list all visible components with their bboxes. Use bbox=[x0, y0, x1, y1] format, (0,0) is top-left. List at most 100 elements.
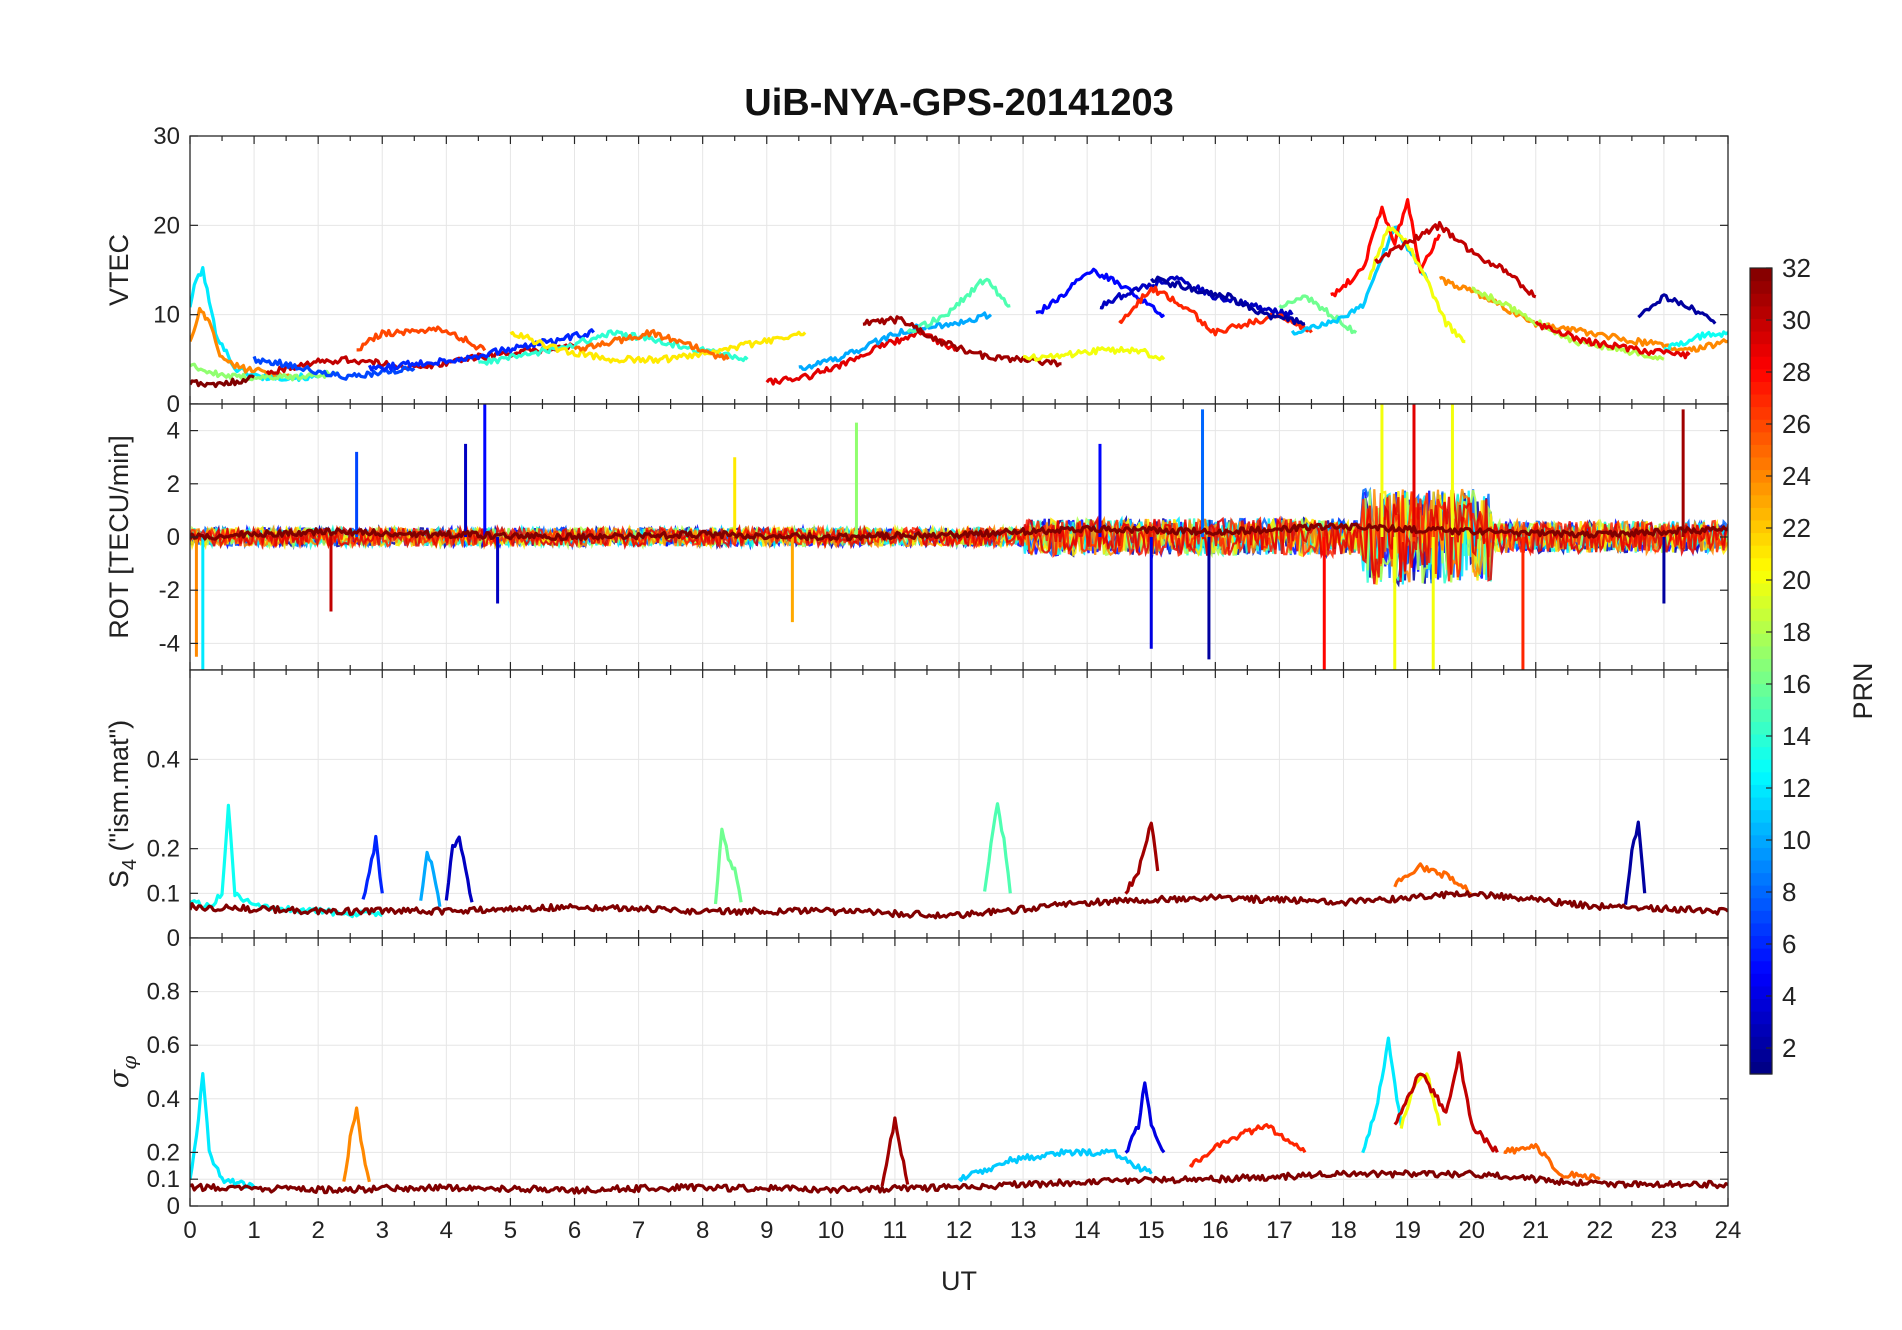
y-tick-label: -4 bbox=[159, 630, 180, 657]
series-line-prn-20 bbox=[1023, 345, 1166, 362]
series-line-prn-20 bbox=[1399, 1072, 1442, 1129]
colorbar-segment bbox=[1750, 381, 1772, 395]
colorbar-segment bbox=[1750, 356, 1772, 370]
panel-vtec: 0 10 20 30 VTEC bbox=[104, 123, 1729, 418]
colorbar-segment bbox=[1750, 608, 1772, 622]
colorbar-segment bbox=[1750, 897, 1772, 911]
colorbar-segment bbox=[1750, 330, 1772, 345]
y-axis-label: σφ bbox=[104, 1056, 141, 1088]
y-axis-label: VTEC bbox=[104, 234, 134, 306]
colorbar-segment bbox=[1750, 809, 1772, 823]
colorbar-tick-label: 14 bbox=[1782, 721, 1811, 751]
x-tick-label: 14 bbox=[1074, 1217, 1101, 1244]
series-line-prn-12 bbox=[190, 1072, 256, 1189]
y-axis-label: ROT [TECU/min] bbox=[104, 435, 134, 639]
colorbar-segment bbox=[1750, 532, 1772, 546]
x-tick-label: 15 bbox=[1138, 1217, 1165, 1244]
series-line-prn-31 bbox=[1124, 821, 1160, 895]
y-tick-label: 0.1 bbox=[147, 1166, 180, 1193]
x-tick-label: 7 bbox=[632, 1217, 645, 1244]
colorbar-segment bbox=[1750, 368, 1772, 382]
series-line-prn-32 bbox=[190, 374, 255, 389]
series-line-prn-32 bbox=[190, 890, 1728, 920]
y-tick-label: 0.4 bbox=[147, 746, 180, 773]
series-line-prn-15 bbox=[983, 802, 1012, 894]
colorbar-segment bbox=[1750, 305, 1772, 319]
colorbar-segment bbox=[1750, 280, 1772, 294]
y-tick-label: 10 bbox=[153, 302, 180, 329]
y-tick-label: -2 bbox=[159, 577, 180, 604]
colorbar-label: PRN bbox=[1848, 662, 1878, 719]
x-tick-label: 21 bbox=[1522, 1217, 1549, 1244]
series-group bbox=[190, 1036, 1728, 1195]
colorbar-segment bbox=[1750, 759, 1772, 773]
series-line-prn-21 bbox=[509, 330, 807, 364]
colorbar-segment bbox=[1750, 444, 1772, 458]
series-line-prn-14 bbox=[478, 329, 749, 366]
x-tick-label: 19 bbox=[1394, 1217, 1421, 1244]
colorbar-segment bbox=[1750, 671, 1772, 685]
colorbar-segment bbox=[1750, 822, 1772, 836]
colorbar-segment bbox=[1750, 998, 1772, 1012]
colorbar-tick-label: 30 bbox=[1782, 305, 1811, 335]
colorbar-segment bbox=[1750, 696, 1772, 710]
colorbar-segment bbox=[1750, 746, 1772, 760]
rot-trace-prn-29 bbox=[190, 492, 1728, 585]
colorbar-segment bbox=[1750, 293, 1772, 307]
y-tick-label: 30 bbox=[153, 123, 180, 150]
colorbar-segment bbox=[1750, 318, 1772, 332]
series-line-prn-12 bbox=[1361, 1036, 1403, 1154]
y-tick-label: 0.1 bbox=[147, 880, 180, 907]
colorbar-tick-label: 4 bbox=[1782, 981, 1796, 1011]
colorbar-segment bbox=[1750, 393, 1772, 408]
y-tick-label: 0 bbox=[167, 925, 180, 952]
panel-rot: -4 -2 0 2 4 ROT [TECU/min] bbox=[104, 403, 1729, 671]
colorbar-segment bbox=[1750, 268, 1772, 282]
series-line-prn-26 bbox=[356, 325, 487, 352]
series-line-prn-25 bbox=[573, 329, 730, 361]
series-line-prn-25 bbox=[1393, 862, 1473, 897]
series-line-prn-15 bbox=[906, 277, 1011, 334]
colorbar-tick-label: 2 bbox=[1782, 1033, 1796, 1063]
colorbar-segment bbox=[1750, 721, 1772, 735]
colorbar-segment bbox=[1750, 570, 1772, 584]
series-group bbox=[190, 198, 1728, 389]
colorbar-segment bbox=[1750, 645, 1772, 660]
y-tick-label: 0.6 bbox=[147, 1032, 180, 1059]
colorbar-segment bbox=[1750, 1011, 1772, 1025]
colorbar-segment bbox=[1750, 935, 1772, 949]
colorbar-segment bbox=[1750, 771, 1772, 785]
colorbar-segment bbox=[1750, 910, 1772, 924]
series-line-prn-31 bbox=[862, 315, 1062, 368]
colorbar-frame bbox=[1749, 267, 1773, 1075]
colorbar-segment bbox=[1750, 620, 1772, 634]
series-line-prn-2 bbox=[1623, 820, 1647, 905]
x-tick-label: 2 bbox=[311, 1217, 324, 1244]
colorbar-segment bbox=[1750, 922, 1772, 937]
series-line-prn-16 bbox=[1278, 294, 1358, 335]
series-group bbox=[190, 802, 1728, 920]
colorbar-segment bbox=[1750, 1023, 1772, 1037]
series-line-prn-17 bbox=[190, 362, 338, 382]
colorbar-segment bbox=[1750, 456, 1772, 471]
series-line-prn-20 bbox=[1367, 225, 1466, 344]
colorbar-tick-label: 18 bbox=[1782, 617, 1811, 647]
y-tick-label: 0.2 bbox=[147, 836, 180, 863]
x-tick-label: 17 bbox=[1266, 1217, 1293, 1244]
colorbar-segment bbox=[1750, 1036, 1772, 1050]
x-tick-label: 10 bbox=[817, 1217, 844, 1244]
colorbar-segment bbox=[1750, 708, 1772, 722]
colorbar-tick-label: 32 bbox=[1782, 253, 1811, 283]
y-tick-label: 0 bbox=[167, 391, 180, 418]
colorbar-segment bbox=[1750, 796, 1772, 811]
colorbar-segment bbox=[1750, 545, 1772, 559]
colorbar-segment bbox=[1750, 859, 1772, 874]
colorbar-tick-label: 6 bbox=[1782, 929, 1796, 959]
x-tick-label: 23 bbox=[1651, 1217, 1678, 1244]
x-tick-label: 20 bbox=[1458, 1217, 1485, 1244]
y-tick-label: 0.4 bbox=[147, 1086, 180, 1113]
series-line-prn-6 bbox=[361, 834, 384, 900]
series-line-prn-10 bbox=[798, 311, 993, 371]
x-tick-label: 8 bbox=[696, 1217, 709, 1244]
